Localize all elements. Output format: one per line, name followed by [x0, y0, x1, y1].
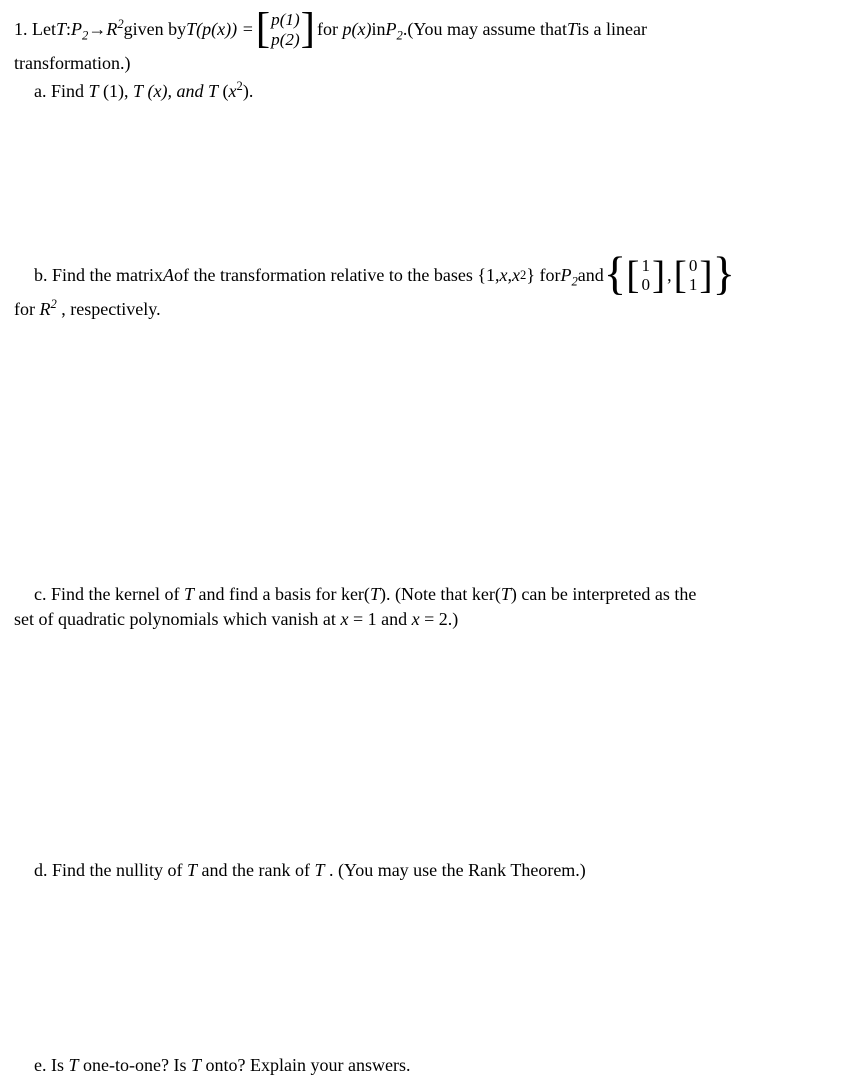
- problem-number: 1.: [14, 17, 28, 42]
- part-e: e. Is T one-to-one? Is T onto? Explain y…: [34, 1053, 834, 1078]
- Tx2: T: [208, 81, 218, 101]
- vec-bot: p(2): [271, 30, 299, 50]
- d-text1: d. Find the nullity of: [34, 860, 187, 880]
- px: p(x): [343, 17, 372, 42]
- problem-intro-line1: 1. Let T : P2 → R2 given by T (p(x)) = […: [14, 8, 834, 51]
- c-T2: T: [370, 584, 380, 604]
- b-text2: } for: [526, 263, 560, 288]
- e-text1: e. Is: [34, 1055, 69, 1075]
- c-eq2: = 2.): [424, 609, 458, 629]
- d-T1: T: [187, 860, 197, 880]
- v1-bot: 0: [641, 275, 650, 295]
- for-text: for: [317, 17, 338, 42]
- part-b-line1: b. Find the matrix A of the transformati…: [34, 254, 834, 297]
- v2-bot: 1: [689, 275, 698, 295]
- arrow-icon: →: [88, 17, 106, 42]
- part-a-label: a. Find: [34, 81, 89, 101]
- c-T3: T: [501, 584, 511, 604]
- part-c-line1: c. Find the kernel of T and find a basis…: [34, 582, 834, 607]
- T-symbol: T: [56, 17, 66, 42]
- c-line2: set of quadratic polynomials which vanis…: [14, 609, 340, 629]
- b-x2: x: [512, 263, 520, 288]
- vec-top: p(1): [271, 10, 299, 30]
- assume-text: (You may assume that: [407, 17, 567, 42]
- e-text3: onto? Explain your answers.: [206, 1055, 411, 1075]
- column-vector: [ p(1) p(2) ]: [256, 8, 315, 51]
- c-text4: ) can be interpreted as the: [511, 584, 696, 604]
- c-x1: x: [340, 609, 348, 629]
- e-T1: T: [69, 1055, 79, 1075]
- part-d: d. Find the nullity of T and the rank of…: [34, 858, 834, 883]
- b-line2-pre: for: [14, 299, 40, 319]
- c-eq1: = 1 and: [353, 609, 412, 629]
- problem-intro-line2: transformation.): [14, 51, 834, 76]
- is-linear: is a linear: [577, 17, 647, 42]
- d-text2: and the rank of: [202, 860, 315, 880]
- Tpx-T: T: [186, 17, 196, 42]
- T1-arg: (1),: [103, 81, 133, 101]
- basis-comma: ,: [667, 263, 672, 288]
- v2-top: 0: [689, 256, 698, 276]
- e-T2: T: [191, 1055, 201, 1075]
- b-text1: of the transformation relative to the ba…: [174, 263, 500, 288]
- part-b-line2: for R2 , respectively.: [14, 297, 834, 322]
- b-x: x: [500, 263, 508, 288]
- e-text2: one-to-one? Is: [83, 1055, 191, 1075]
- c-text3: ). (Note that ker(: [380, 584, 501, 604]
- part-b-label: b. Find the matrix: [34, 263, 163, 288]
- b-line2-post: , respectively.: [61, 299, 160, 319]
- d-T2: T: [314, 860, 324, 880]
- basis-vector-1: [ 1 0 ]: [626, 254, 665, 297]
- c-text1: c. Find the kernel of: [34, 584, 184, 604]
- part-b: b. Find the matrix A of the transformati…: [14, 254, 834, 323]
- Tx-arg: (x), and: [148, 81, 208, 101]
- Tx2-close: ).: [243, 81, 254, 101]
- given-by: given by: [124, 17, 187, 42]
- c-text2: and find a basis for ker(: [198, 584, 369, 604]
- basis-vector-2: [ 0 1 ]: [674, 254, 713, 297]
- v1-top: 1: [641, 256, 650, 276]
- in-text: in: [372, 17, 386, 42]
- T-assume: T: [567, 17, 577, 42]
- b-R: R2: [40, 299, 62, 319]
- x: x: [229, 81, 237, 101]
- part-c-line2: set of quadratic polynomials which vanis…: [14, 607, 834, 632]
- part-a: a. Find T (1), T (x), and T (x2).: [34, 79, 834, 104]
- Tpx-arg: (p(x)) =: [196, 17, 254, 42]
- d-text3: . (You may use the Rank Theorem.): [329, 860, 586, 880]
- P2-domain: P2: [71, 17, 88, 42]
- transformation-text: transformation.): [14, 53, 130, 73]
- c-x2: x: [412, 609, 420, 629]
- Tx: T: [133, 81, 143, 101]
- part-c: c. Find the kernel of T and find a basis…: [14, 582, 834, 632]
- c-T1: T: [184, 584, 194, 604]
- matrix-A: A: [163, 263, 174, 288]
- T1: T: [89, 81, 99, 101]
- intro-let: Let: [32, 17, 56, 42]
- b-and: and: [578, 263, 604, 288]
- P2-2: P2: [386, 17, 403, 42]
- basis-set: { [ 1 0 ] , [ 0 1 ]: [604, 254, 735, 297]
- R2-codomain: R2: [106, 17, 123, 42]
- b-P2: P2: [560, 263, 577, 288]
